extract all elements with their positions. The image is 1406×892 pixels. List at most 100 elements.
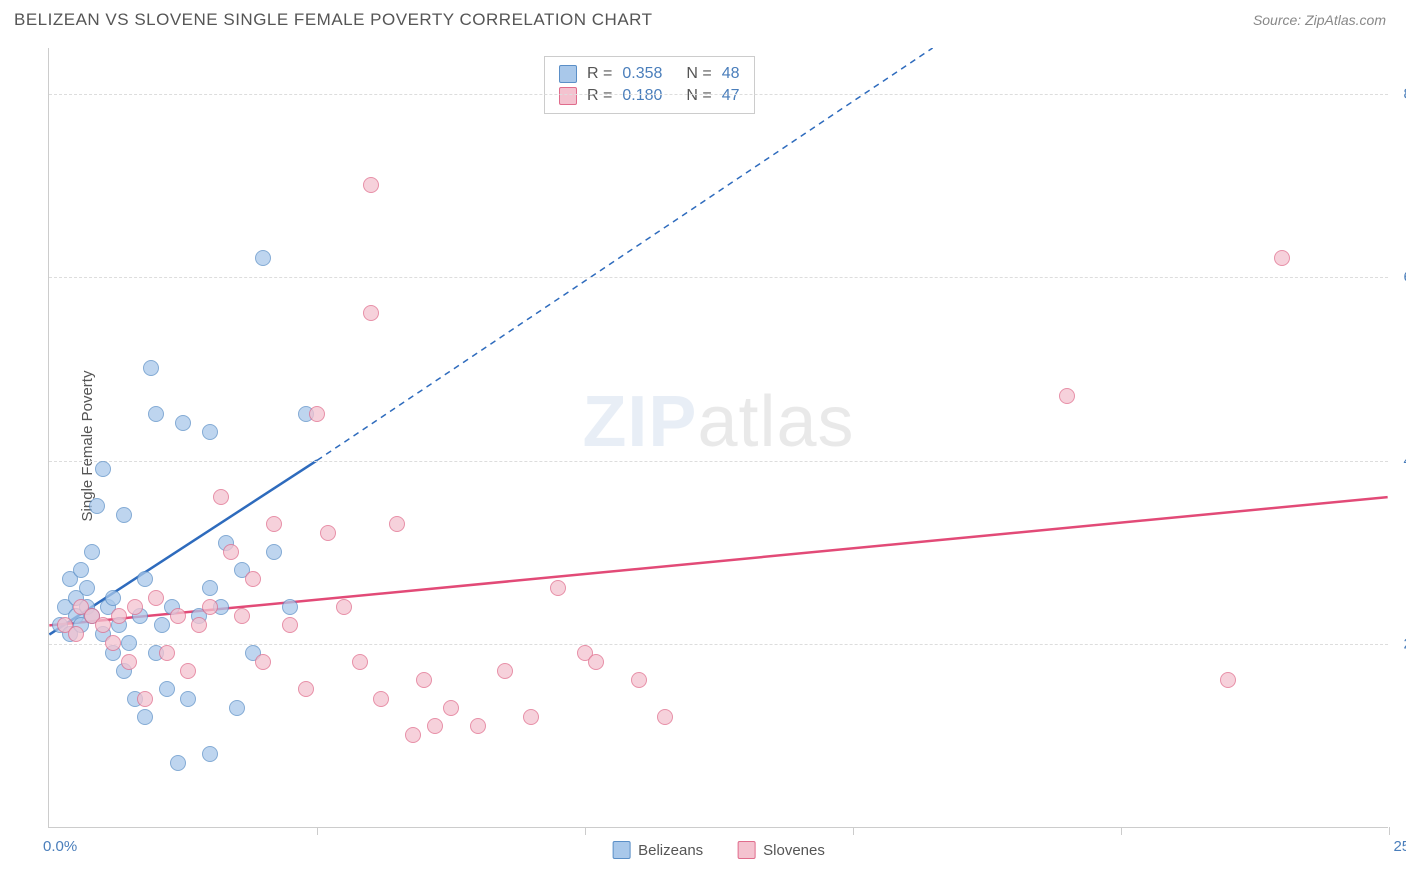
data-point xyxy=(1059,388,1075,404)
legend-label: Slovenes xyxy=(763,842,825,859)
data-point xyxy=(137,709,153,725)
data-point xyxy=(159,681,175,697)
stat-r-value: 0.180 xyxy=(622,87,662,105)
data-point xyxy=(202,746,218,762)
gridline xyxy=(49,461,1388,462)
legend-item: Belizeans xyxy=(612,841,703,859)
data-point xyxy=(148,590,164,606)
data-point xyxy=(111,608,127,624)
data-point xyxy=(550,580,566,596)
data-point xyxy=(89,498,105,514)
data-point xyxy=(523,709,539,725)
data-point xyxy=(470,718,486,734)
data-point xyxy=(180,691,196,707)
data-point xyxy=(202,424,218,440)
data-point xyxy=(105,635,121,651)
stat-row: R = 0.358 N = 48 xyxy=(559,63,740,85)
gridline xyxy=(49,94,1388,95)
data-point xyxy=(121,635,137,651)
data-point xyxy=(143,360,159,376)
data-point xyxy=(95,461,111,477)
legend-item: Slovenes xyxy=(737,841,825,859)
data-point xyxy=(282,599,298,615)
data-point xyxy=(213,489,229,505)
data-point xyxy=(105,590,121,606)
x-axis-start-label: 0.0% xyxy=(43,838,77,855)
data-point xyxy=(363,305,379,321)
legend-swatch xyxy=(612,841,630,859)
legend-label: Belizeans xyxy=(638,842,703,859)
data-point xyxy=(121,654,137,670)
data-point xyxy=(1220,672,1236,688)
data-point xyxy=(234,608,250,624)
scatter-chart: ZIPatlas R = 0.358 N = 48 R = 0.180 N = … xyxy=(48,48,1388,828)
x-tick xyxy=(585,827,586,835)
data-point xyxy=(148,406,164,422)
data-point xyxy=(266,516,282,532)
data-point xyxy=(255,654,271,670)
x-tick xyxy=(853,827,854,835)
data-point xyxy=(266,544,282,560)
x-axis-end-label: 25.0% xyxy=(1393,838,1406,855)
data-point xyxy=(1274,250,1290,266)
data-point xyxy=(79,580,95,596)
data-point xyxy=(282,617,298,633)
data-point xyxy=(159,645,175,661)
correlation-stats-box: R = 0.358 N = 48 R = 0.180 N = 47 xyxy=(544,56,755,114)
data-point xyxy=(84,544,100,560)
watermark: ZIPatlas xyxy=(582,381,854,463)
stat-r-label: R = xyxy=(587,87,612,105)
data-point xyxy=(137,571,153,587)
data-point xyxy=(191,617,207,633)
series-swatch xyxy=(559,65,577,83)
data-point xyxy=(588,654,604,670)
data-point xyxy=(116,507,132,523)
data-point xyxy=(405,727,421,743)
chart-title: BELIZEAN VS SLOVENE SINGLE FEMALE POVERT… xyxy=(14,10,653,30)
data-point xyxy=(363,177,379,193)
chart-source: Source: ZipAtlas.com xyxy=(1253,12,1386,28)
data-point xyxy=(137,691,153,707)
stat-r-value: 0.358 xyxy=(622,65,662,83)
data-point xyxy=(336,599,352,615)
data-point xyxy=(443,700,459,716)
x-tick xyxy=(1389,827,1390,835)
data-point xyxy=(170,755,186,771)
series-swatch xyxy=(559,87,577,105)
data-point xyxy=(373,691,389,707)
data-point xyxy=(127,599,143,615)
data-point xyxy=(309,406,325,422)
data-point xyxy=(631,672,647,688)
data-point xyxy=(657,709,673,725)
data-point xyxy=(95,617,111,633)
data-point xyxy=(352,654,368,670)
stat-r-label: R = xyxy=(587,65,612,83)
trend-lines xyxy=(49,48,1388,827)
legend-swatch xyxy=(737,841,755,859)
data-point xyxy=(416,672,432,688)
data-point xyxy=(202,580,218,596)
data-point xyxy=(389,516,405,532)
legend: Belizeans Slovenes xyxy=(612,841,825,859)
data-point xyxy=(320,525,336,541)
data-point xyxy=(298,681,314,697)
gridline xyxy=(49,277,1388,278)
stat-n-label: N = xyxy=(686,87,711,105)
data-point xyxy=(73,562,89,578)
data-point xyxy=(497,663,513,679)
data-point xyxy=(180,663,196,679)
data-point xyxy=(255,250,271,266)
stat-row: R = 0.180 N = 47 xyxy=(559,85,740,107)
data-point xyxy=(154,617,170,633)
data-point xyxy=(202,599,218,615)
data-point xyxy=(245,571,261,587)
chart-header: BELIZEAN VS SLOVENE SINGLE FEMALE POVERT… xyxy=(0,0,1406,38)
data-point xyxy=(175,415,191,431)
stat-n-label: N = xyxy=(686,65,711,83)
x-tick xyxy=(1121,827,1122,835)
data-point xyxy=(170,608,186,624)
stat-n-value: 47 xyxy=(722,87,740,105)
data-point xyxy=(427,718,443,734)
data-point xyxy=(68,626,84,642)
data-point xyxy=(223,544,239,560)
